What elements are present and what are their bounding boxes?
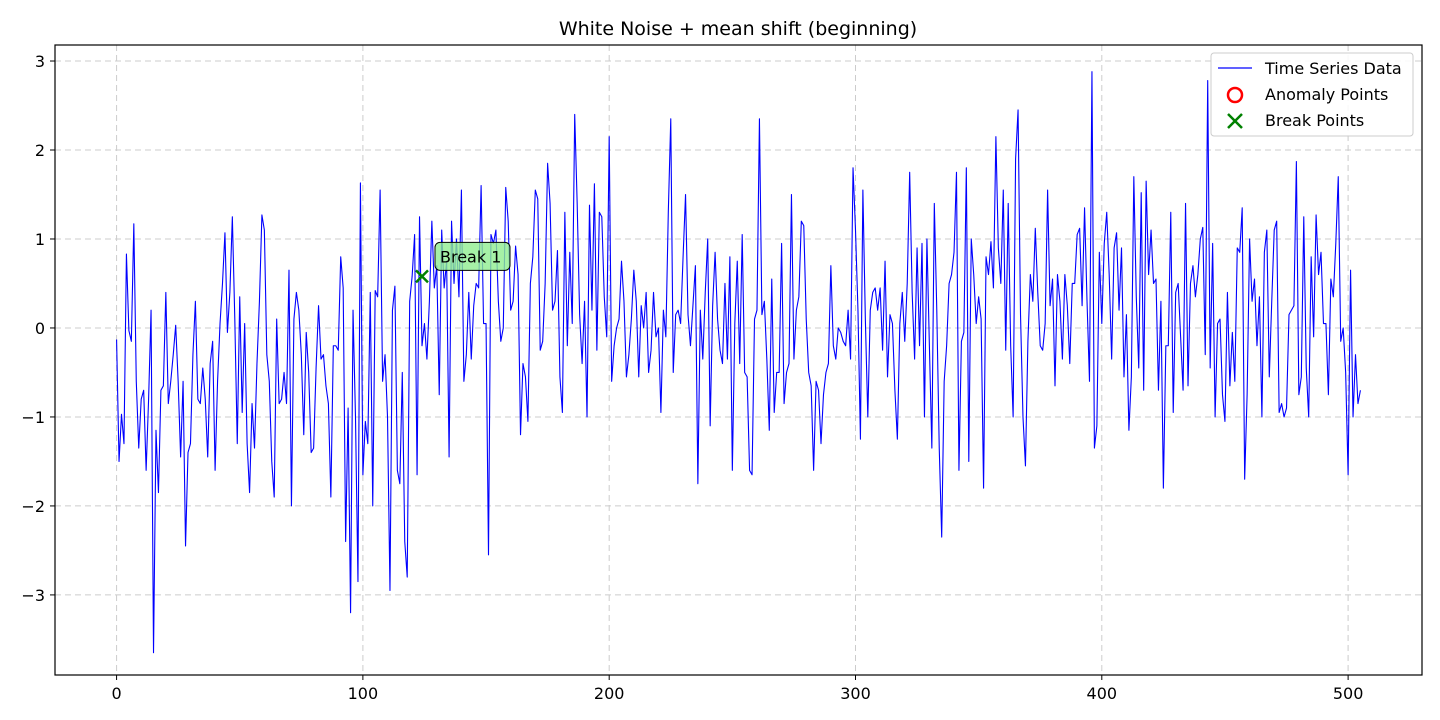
legend-label: Break Points (1265, 111, 1364, 130)
y-tick-label: −3 (21, 586, 45, 605)
legend-circle-swatch (1226, 86, 1244, 104)
y-tick-label: 3 (35, 52, 45, 71)
x-axis: 0 100 200 300 400 500 (111, 675, 1363, 703)
plot-frame (54, 44, 1423, 676)
series-line (116, 71, 1361, 654)
y-tick-label: 2 (35, 141, 45, 160)
legend-label: Anomaly Points (1265, 85, 1388, 104)
break-points-layer: Break 1 (415, 241, 511, 284)
legend-x-swatch (1227, 113, 1243, 129)
x-tick-label: 400 (1087, 684, 1118, 703)
y-axis: 3 2 1 0 −1 −2 −3 (21, 52, 55, 605)
break-label-box (434, 241, 511, 271)
y-tick-label: 1 (35, 230, 45, 249)
x-tick-label: 300 (840, 684, 871, 703)
y-tick-label: −1 (21, 408, 45, 427)
y-tick-label: −2 (21, 497, 45, 516)
y-tick-label: 0 (35, 319, 45, 338)
break-point-marker (415, 269, 429, 284)
legend-label: Time Series Data (1264, 59, 1402, 78)
x-tick-label: 500 (1333, 684, 1364, 703)
break-label: Break 1 (440, 247, 501, 266)
x-tick-label: 200 (594, 684, 625, 703)
chart-title: White Noise + mean shift (beginning) (559, 18, 917, 40)
x-tick-label: 0 (111, 684, 121, 703)
legend: Time Series Data Anomaly Points Break Poin… (1210, 52, 1414, 137)
series-layer (116, 71, 1361, 654)
legend-box (1210, 52, 1414, 137)
x-tick-label: 100 (348, 684, 379, 703)
